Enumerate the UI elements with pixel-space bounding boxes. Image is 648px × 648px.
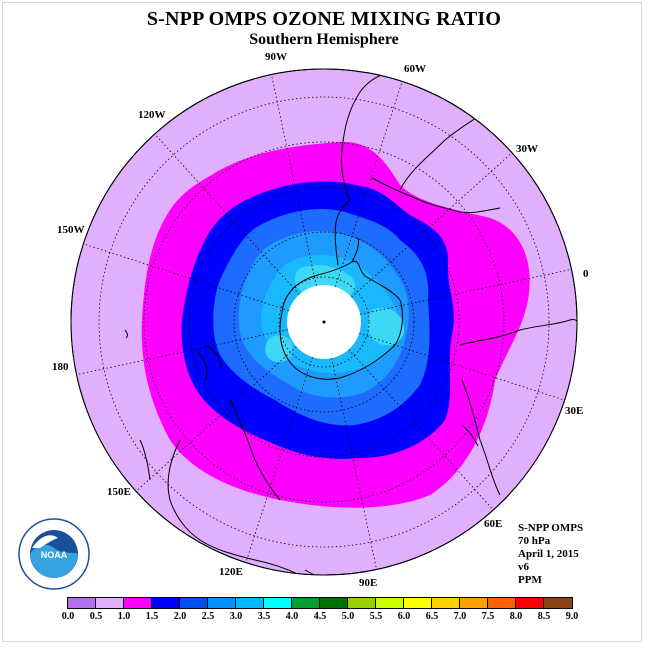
meridian-line: [360, 269, 572, 315]
lon-label-90e: 90E: [359, 577, 378, 589]
colorbar-swatch: [96, 598, 124, 608]
meridian-line: [271, 74, 317, 286]
noaa-logo: NOAA: [18, 518, 90, 590]
meridian-line: [245, 357, 313, 563]
lon-label-30e: 30E: [565, 405, 584, 417]
colorbar-swatch: [320, 598, 348, 608]
colorbar-swatch: [292, 598, 320, 608]
contour-3.5-4c: [265, 335, 293, 363]
colorbar-swatch: [152, 598, 180, 608]
lon-label-60w: 60W: [404, 63, 426, 75]
colorbar-swatch: [124, 598, 152, 608]
colorbar-tick-label: 2.0: [173, 611, 187, 622]
colorbar-tick-label: 8.0: [509, 611, 523, 622]
colorbar-swatch: [432, 598, 460, 608]
lon-label-150w: 150W: [57, 224, 85, 236]
info-box: S-NPP OMPS 70 hPa April 1, 2015 v6 PPM: [518, 522, 583, 587]
colorbar-tick-label: 0.0: [61, 611, 75, 622]
colorbar-tick-label: 5.5: [369, 611, 383, 622]
lon-label-0: 0: [583, 268, 589, 280]
colorbar-swatch: [488, 598, 516, 608]
meridian-line: [76, 329, 288, 375]
logo-text: NOAA: [41, 550, 68, 560]
info-units: PPM: [518, 574, 542, 586]
colorbar-swatch: [404, 598, 432, 608]
info-version: v6: [518, 561, 529, 573]
colorbar-tick-label: 4.0: [285, 611, 299, 622]
colorbar-tick-label: 7.0: [453, 611, 467, 622]
colorbar-tick-label: 9.0: [565, 611, 579, 622]
colorbar-tick-label: 3.5: [257, 611, 271, 622]
colorbar-tick-label: 3.0: [229, 611, 243, 622]
meridian-line: [348, 349, 494, 511]
map-frame: [2, 2, 642, 642]
colorbar-swatch: [264, 598, 292, 608]
meridian-line: [359, 333, 565, 401]
colorbar-tick-label: 2.5: [201, 611, 215, 622]
colorbar-swatch: [376, 598, 404, 608]
info-instrument: S-NPP OMPS: [518, 522, 584, 534]
pole-point: [322, 320, 326, 324]
colorbar-swatch: [180, 598, 208, 608]
info-level: 70 hPa: [518, 535, 551, 547]
lon-label-30w: 30W: [516, 143, 538, 155]
colorbar-tick-label: 0.5: [89, 611, 103, 622]
lon-label-180: 180: [52, 361, 69, 373]
colorbar-swatch: [236, 598, 264, 608]
meridian-line: [135, 346, 297, 492]
colorbar-swatch: [460, 598, 488, 608]
meridian-line: [154, 133, 300, 295]
lon-label-150e: 150E: [107, 486, 131, 498]
lon-label-60e: 60E: [484, 518, 503, 530]
colorbar-tick-label: 8.5: [537, 611, 551, 622]
colorbar-swatch: [208, 598, 236, 608]
meridians: [76, 74, 572, 570]
colorbar-tick-label: 1.0: [117, 611, 131, 622]
colorbar-tick-label: 6.5: [425, 611, 439, 622]
meridian-line: [331, 358, 377, 570]
chart-title: S-NPP OMPS OZONE MIXING RATIO: [146, 8, 502, 30]
colorbar-swatch: [516, 598, 544, 608]
lon-label-120e: 120E: [219, 566, 243, 578]
colorbar-swatch: [68, 598, 96, 608]
chart-subtitle: Southern Hemisphere: [249, 31, 399, 48]
meridian-line: [351, 152, 513, 298]
contour-3.5-4b: [367, 308, 405, 346]
colorbar-tick-label: 4.5: [313, 611, 327, 622]
colorbar-swatch: [544, 598, 572, 608]
colorbar-tick-label: 1.5: [145, 611, 159, 622]
meridian-line: [335, 81, 403, 287]
coastlines: [124, 69, 577, 575]
colorbar-tick-label: 7.5: [481, 611, 495, 622]
graticule: [98, 96, 550, 548]
map-border: [70, 68, 578, 576]
colorbar-tick-label: 6.0: [397, 611, 411, 622]
colorbar-swatch: [348, 598, 376, 608]
colorbar-tick-label: 5.0: [341, 611, 355, 622]
info-date: April 1, 2015: [518, 548, 579, 560]
lon-label-90w: 90W: [265, 51, 287, 63]
colorbar: [67, 597, 573, 609]
meridian-line: [83, 243, 289, 311]
lon-label-120w: 120W: [138, 109, 166, 121]
